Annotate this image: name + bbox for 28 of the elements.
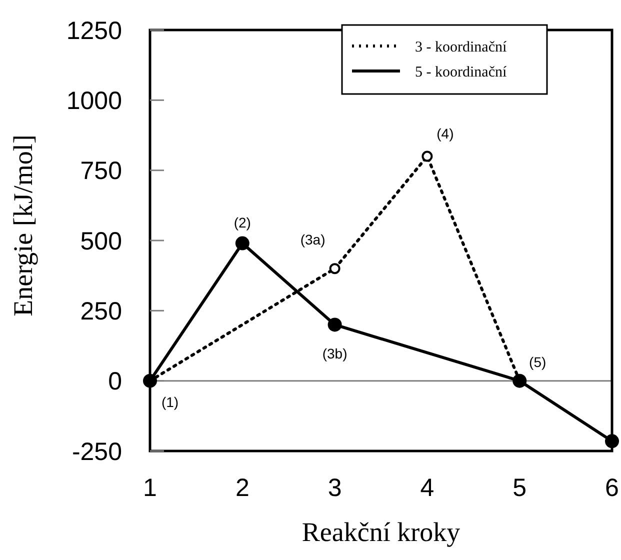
- x-tick-label: 1: [143, 474, 157, 502]
- y-tick-label: 750: [80, 157, 122, 186]
- x-tick-label: 6: [605, 474, 619, 502]
- point: [422, 150, 433, 162]
- x-tick-label: 2: [235, 474, 250, 502]
- point: [605, 434, 619, 448]
- y-tick-label: 1250: [66, 16, 122, 45]
- annotation: (3b): [322, 346, 348, 362]
- point: [328, 318, 342, 332]
- point: [235, 236, 250, 250]
- annotation: (5): [529, 354, 546, 370]
- point: [329, 263, 340, 274]
- annotation: (3a): [300, 232, 326, 248]
- annotation: (1): [161, 394, 179, 410]
- y-tick-label: 500: [80, 227, 122, 256]
- x-tick-label: 5: [512, 474, 527, 502]
- x-tick-label: 4: [420, 474, 434, 502]
- annotation: (2): [234, 214, 251, 230]
- y-tick-label: 0: [108, 368, 122, 396]
- y-tick-label: 250: [80, 297, 122, 326]
- x-axis-title: Reakční kroky: [302, 517, 461, 547]
- y-axis-title: Energie [kJ/mol]: [8, 134, 38, 316]
- x-tick-label: 3: [328, 474, 342, 502]
- annotation: (4): [436, 125, 454, 142]
- y-tick-label: -250: [72, 438, 122, 466]
- legend-label: 3 - koordinační: [415, 39, 508, 56]
- legend-label: 5 - koordinační: [415, 64, 508, 80]
- y-tick-label: 1000: [66, 86, 122, 115]
